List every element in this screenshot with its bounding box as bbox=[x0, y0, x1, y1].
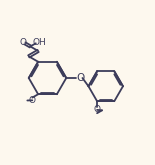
Text: O: O bbox=[76, 73, 84, 83]
Text: O: O bbox=[29, 96, 36, 105]
Text: O: O bbox=[19, 38, 26, 47]
Text: O: O bbox=[94, 105, 101, 114]
Text: OH: OH bbox=[32, 38, 46, 47]
